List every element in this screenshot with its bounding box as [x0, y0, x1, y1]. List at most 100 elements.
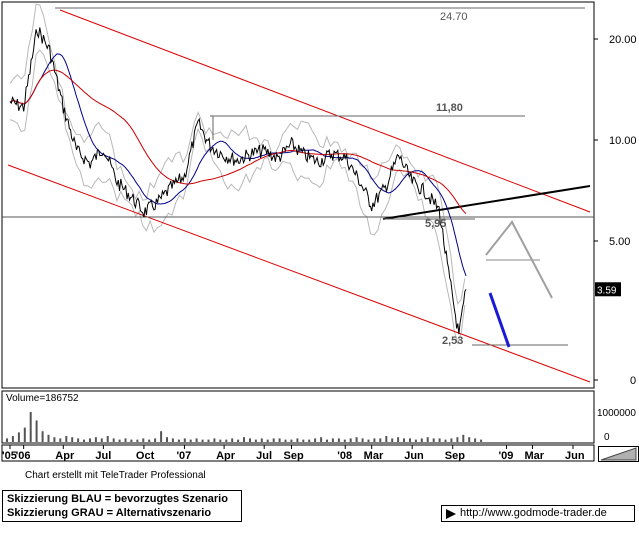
volume-tick-label: 1000000 — [597, 408, 636, 419]
volume-bar-51 — [308, 439, 311, 442]
volume-bar-38 — [231, 438, 234, 442]
annotation-label-1: 11,80 — [436, 102, 463, 114]
volume-bar-14 — [89, 438, 91, 442]
volume-bar-8 — [53, 437, 56, 442]
volume-bar-6 — [41, 431, 44, 442]
arrow-icon — [446, 509, 456, 519]
volume-bar-13 — [83, 439, 85, 442]
volume-bar-53 — [320, 437, 323, 442]
volume-bar-5 — [35, 420, 38, 442]
volume-bar-34 — [207, 439, 210, 442]
volume-bar-66 — [397, 437, 400, 442]
x-tick-label-8: Sep — [284, 450, 304, 462]
volume-bar-59 — [355, 437, 358, 442]
volume-bar-26 — [160, 431, 163, 442]
volume-bar-36 — [219, 439, 222, 442]
volume-tick-zero-label: 0 — [604, 432, 610, 443]
volume-bar-25 — [154, 438, 157, 442]
y-tick-label-1: 10.00 — [609, 135, 637, 147]
volume-bar-45 — [272, 438, 275, 442]
volume-bar-18 — [112, 438, 115, 442]
volume-bar-33 — [201, 439, 204, 442]
volume-bar-78 — [468, 437, 471, 442]
volume-bar-22 — [136, 439, 139, 442]
volume-bar-57 — [343, 439, 346, 442]
x-tick-label-0: '05 — [2, 450, 17, 462]
price-plot-frame — [1, 1, 595, 389]
volume-bar-72 — [432, 438, 435, 442]
x-tick-label-1: '06 — [16, 450, 31, 462]
volume-bar-67 — [403, 438, 405, 442]
scroll-corner-button[interactable] — [598, 446, 639, 462]
legend-line-blue: Skizzierung BLAU = bevorzugtes Szenario — [7, 493, 228, 505]
source-url-link[interactable]: http://www.godmode-trader.de — [441, 505, 635, 522]
volume-bar-58 — [349, 438, 352, 442]
volume-bar-68 — [409, 438, 411, 442]
annotation-label-2: 5,95 — [425, 218, 446, 230]
volume-bar-47 — [284, 439, 287, 442]
volume-bar-79 — [474, 438, 477, 442]
x-tick-label-6: Apr — [216, 450, 236, 462]
volume-bar-62 — [373, 438, 376, 442]
volume-bar-73 — [438, 438, 441, 442]
x-tick-label-15: Jun — [565, 450, 585, 462]
volume-bar-17 — [106, 436, 109, 442]
volume-bar-69 — [414, 439, 417, 442]
source-url-text: http://www.godmode-trader.de — [460, 507, 607, 519]
volume-bar-74 — [444, 439, 447, 442]
x-tick-label-14: Mar — [524, 450, 544, 462]
volume-bar-28 — [171, 438, 174, 442]
trend-channel-upper — [59, 9, 591, 213]
volume-bar-70 — [420, 438, 423, 442]
x-tick-label-3: Jul — [95, 450, 111, 462]
x-tick-label-13: '09 — [498, 450, 513, 462]
volume-bar-42 — [254, 439, 257, 442]
x-tick-label-10: Mar — [364, 450, 384, 462]
price-line — [9, 27, 467, 335]
volume-bar-44 — [266, 439, 269, 442]
volume-bar-61 — [367, 439, 370, 442]
volume-bar-29 — [177, 439, 180, 442]
volume-bar-77 — [462, 434, 465, 442]
volume-bar-54 — [326, 439, 328, 442]
volume-bar-64 — [385, 436, 388, 442]
volume-bar-40 — [243, 437, 245, 442]
volume-bar-50 — [302, 439, 305, 442]
volume-bar-63 — [379, 438, 382, 442]
neckline — [382, 185, 591, 220]
annotation-label-3: 2,53 — [442, 335, 463, 347]
band-upper — [9, 3, 466, 305]
volume-bar-56 — [337, 438, 340, 442]
volume-bar-4 — [29, 412, 32, 442]
trend-channel-lower — [7, 164, 591, 383]
moving-average-blue — [9, 53, 467, 277]
volume-bar-24 — [148, 439, 151, 442]
volume-bar-71 — [426, 437, 429, 442]
volume-bar-19 — [118, 439, 121, 442]
volume-bar-52 — [314, 438, 317, 442]
volume-bar-30 — [183, 438, 186, 442]
volume-bar-48 — [290, 439, 293, 442]
volume-bar-23 — [142, 438, 145, 442]
volume-bar-15 — [94, 437, 97, 442]
volume-bar-2 — [17, 432, 20, 442]
x-tick-label-7: Jul — [256, 450, 272, 462]
x-tick-label-2: Apr — [55, 450, 75, 462]
scenario-blue-path — [488, 292, 511, 348]
volume-bar-39 — [237, 439, 240, 442]
volume-bar-46 — [278, 438, 281, 442]
volume-bar-11 — [71, 437, 74, 442]
volume-bar-65 — [391, 438, 394, 442]
volume-bar-20 — [124, 438, 127, 442]
band-lower — [9, 49, 466, 346]
volume-bar-10 — [65, 436, 68, 442]
x-tick-label-9: '08 — [337, 450, 352, 462]
volume-bar-0 — [6, 438, 8, 442]
y-tick-label-3: 0 — [630, 375, 636, 387]
volume-bar-31 — [189, 439, 192, 442]
volume-bar-1 — [11, 436, 14, 442]
volume-plot-frame — [1, 390, 595, 444]
volume-bar-55 — [331, 438, 334, 442]
